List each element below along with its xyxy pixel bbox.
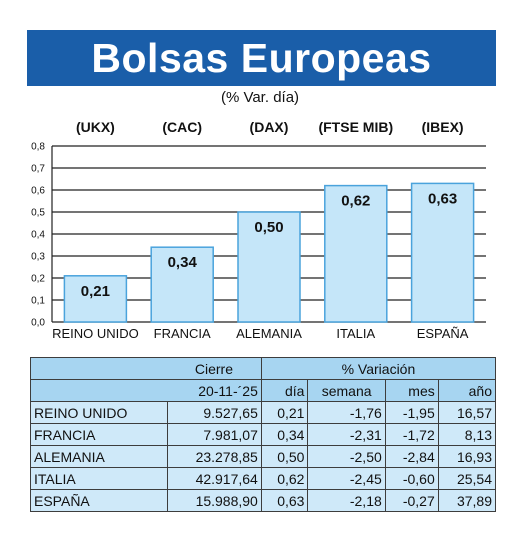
- header-mes: mes: [384, 379, 439, 402]
- table-row: REINO UNIDO 9.527,65 0,21 -1,76 -1,95 16,57: [30, 401, 497, 424]
- bar-chart: 0,0 0,1 0,2 0,3 0,4 0,5 0,6 0,7 0,8 0,21 (UKX) REIN…: [31, 119, 486, 341]
- index-code-label: (CAC): [162, 119, 202, 135]
- table-subheader-row: 20-11-´25 día semana mes año: [30, 379, 497, 402]
- table-row: FRANCIA 7.981,07 0,34 -2,31 -1,72 8,13: [30, 423, 497, 446]
- x-tick-label: FRANCIA: [154, 326, 211, 341]
- chart-title: Bolsas Europeas: [91, 34, 432, 81]
- header-blank: [30, 357, 168, 380]
- table-row: ESPAÑA 15.988,90 0,63 -2,18 -0,27 37,89: [30, 489, 497, 512]
- row-anio: 25,54: [437, 467, 497, 490]
- row-dia: 0,21: [260, 401, 309, 424]
- y-tick-label: 0,5: [31, 208, 45, 219]
- header-date: 20-11-´25: [167, 379, 262, 402]
- x-tick-label: REINO UNIDO: [52, 326, 139, 341]
- row-semana: -2,50: [307, 445, 386, 468]
- data-label: 0,34: [168, 254, 198, 271]
- row-name: FRANCIA: [30, 423, 168, 446]
- bar: [410, 182, 475, 323]
- row-name: REINO UNIDO: [30, 401, 168, 424]
- row-semana: -2,31: [307, 423, 386, 446]
- y-tick-label: 0,0: [31, 318, 45, 329]
- row-cierre: 7.981,07: [166, 423, 262, 446]
- header-cierre: Cierre: [167, 357, 262, 380]
- table-header-row: Cierre % Variación: [30, 357, 497, 380]
- index-code-label: (IBEX): [422, 119, 464, 135]
- row-mes: -0,60: [384, 467, 439, 490]
- bar: [324, 184, 388, 323]
- y-tick-label: 0,4: [31, 230, 45, 241]
- row-name: ESPAÑA: [30, 489, 168, 512]
- data-label: 0,21: [81, 283, 110, 300]
- header-semana: semana: [307, 379, 386, 402]
- row-cierre: 23.278,85: [166, 445, 262, 468]
- bar: [150, 246, 214, 323]
- row-mes: -1,72: [384, 423, 439, 446]
- data-label: 0,63: [428, 190, 457, 207]
- row-anio: 16,57: [437, 401, 497, 424]
- index-code-label: (DAX): [250, 119, 289, 135]
- title-banner: Bolsas Europeas: [27, 30, 496, 86]
- row-anio: 16,93: [437, 445, 497, 468]
- row-mes: -2,84: [384, 445, 439, 468]
- row-cierre: 42.917,64: [166, 467, 262, 490]
- index-code-label: (FTSE MIB): [318, 119, 393, 135]
- row-dia: 0,63: [260, 489, 309, 512]
- table-body: REINO UNIDO 9.527,65 0,21 -1,76 -1,95 16,57 FR…: [30, 401, 497, 512]
- data-label: 0,50: [254, 219, 283, 236]
- x-tick-label: ITALIA: [336, 326, 375, 341]
- bar: [237, 211, 301, 323]
- row-mes: -0,27: [384, 489, 439, 512]
- row-cierre: 9.527,65: [166, 401, 262, 424]
- chart-subtitle: (% Var. día): [220, 89, 300, 106]
- y-tick-label: 0,3: [31, 252, 45, 263]
- y-tick-label: 0,1: [31, 296, 45, 307]
- table-row: ITALIA 42.917,64 0,62 -2,45 -0,60 25,54: [30, 467, 497, 490]
- bar: [63, 275, 128, 323]
- y-tick-label: 0,6: [31, 186, 45, 197]
- data-label: 0,62: [341, 193, 370, 210]
- row-dia: 0,50: [260, 445, 309, 468]
- table-row: ALEMANIA 23.278,85 0,50 -2,50 -2,84 16,93: [30, 445, 497, 468]
- row-dia: 0,34: [260, 423, 309, 446]
- row-semana: -2,45: [307, 467, 386, 490]
- subheader-blank: [30, 379, 168, 402]
- row-name: ALEMANIA: [30, 445, 168, 468]
- row-semana: -2,18: [307, 489, 386, 512]
- row-dia: 0,62: [260, 467, 309, 490]
- index-code-label: (UKX): [76, 119, 115, 135]
- row-cierre: 15.988,90: [166, 489, 262, 512]
- row-anio: 8,13: [437, 423, 497, 446]
- row-name: ITALIA: [30, 467, 168, 490]
- header-anio: año: [437, 379, 497, 402]
- data-table: Cierre % Variación 20-11-´25 día semana …: [30, 357, 497, 512]
- y-tick-label: 0,2: [31, 274, 45, 285]
- y-tick-label: 0,8: [31, 142, 45, 153]
- x-tick-label: ALEMANIA: [236, 326, 302, 341]
- header-variacion: % Variación: [260, 357, 497, 380]
- row-anio: 37,89: [437, 489, 497, 512]
- x-tick-label: ESPAÑA: [417, 326, 469, 341]
- header-dia: día: [260, 379, 309, 402]
- row-mes: -1,95: [384, 401, 439, 424]
- y-tick-label: 0,7: [31, 164, 45, 175]
- row-semana: -1,76: [307, 401, 386, 424]
